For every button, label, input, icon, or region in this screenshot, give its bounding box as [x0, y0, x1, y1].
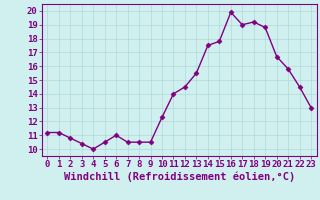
X-axis label: Windchill (Refroidissement éolien,°C): Windchill (Refroidissement éolien,°C): [64, 172, 295, 182]
